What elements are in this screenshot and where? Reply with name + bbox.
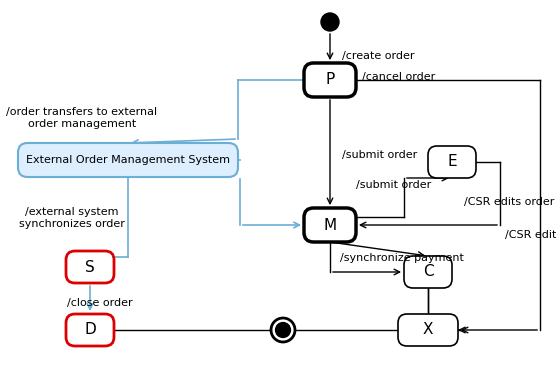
Text: /submit order: /submit order [356,180,431,190]
FancyBboxPatch shape [428,146,476,178]
Text: External Order Management System: External Order Management System [26,155,230,165]
Text: X: X [423,323,433,337]
FancyBboxPatch shape [398,314,458,346]
FancyBboxPatch shape [304,208,356,242]
Text: /CSR edits order: /CSR edits order [464,197,554,207]
Text: P: P [325,73,335,87]
Text: /close order: /close order [67,298,133,308]
Text: /create order: /create order [342,51,415,61]
Text: M: M [324,218,336,232]
Text: /synchronize payment: /synchronize payment [340,253,464,263]
Text: /cancel order: /cancel order [362,72,435,82]
FancyBboxPatch shape [304,63,356,97]
FancyBboxPatch shape [66,314,114,346]
Circle shape [321,13,339,31]
Text: /order transfers to external
order management: /order transfers to external order manag… [7,107,157,129]
Text: /CSR edits order: /CSR edits order [505,230,556,240]
Text: S: S [85,259,95,275]
FancyBboxPatch shape [18,143,238,177]
FancyBboxPatch shape [404,256,452,288]
Text: D: D [84,323,96,337]
Text: /external system
synchronizes order: /external system synchronizes order [19,207,125,229]
FancyBboxPatch shape [66,251,114,283]
Text: /submit order: /submit order [342,150,417,160]
Text: C: C [423,265,433,279]
Text: E: E [447,155,457,169]
Circle shape [276,323,290,337]
